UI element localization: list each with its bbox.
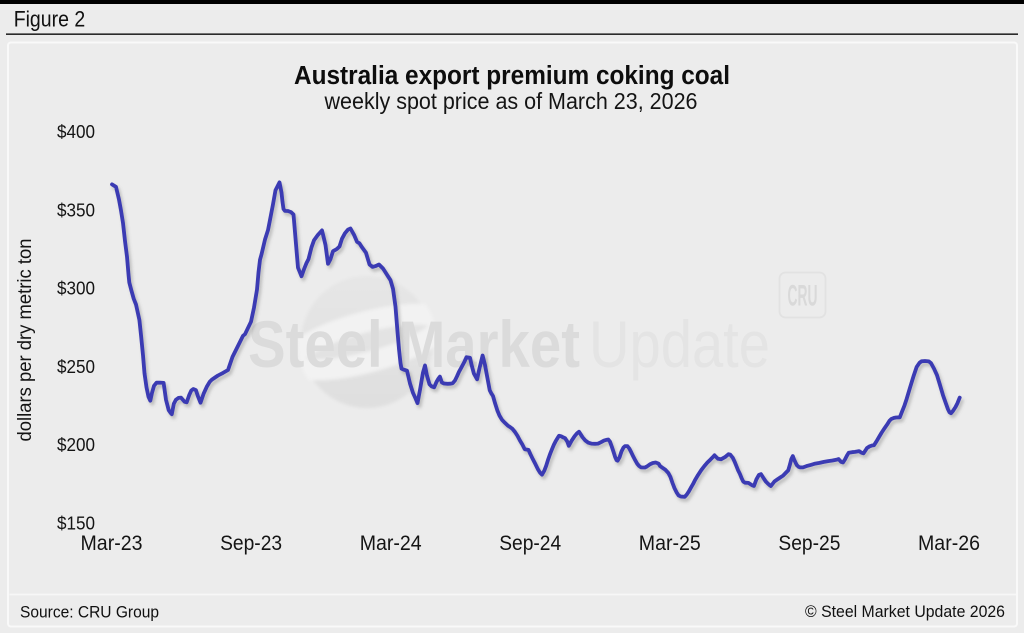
svg-text:$400: $400 [57, 121, 95, 142]
svg-text:© Steel Market Update 2026: © Steel Market Update 2026 [805, 603, 1005, 621]
svg-text:dollars per dry metric ton: dollars per dry metric ton [15, 239, 36, 442]
svg-text:Source: CRU Group: Source: CRU Group [20, 604, 159, 622]
svg-text:$150: $150 [57, 512, 95, 533]
svg-text:$300: $300 [57, 278, 95, 299]
svg-text:Mar-24: Mar-24 [360, 531, 422, 555]
svg-text:$350: $350 [57, 199, 95, 220]
svg-text:Figure 2: Figure 2 [14, 7, 86, 32]
svg-text:$250: $250 [57, 356, 95, 377]
svg-text:Update: Update [589, 307, 770, 381]
svg-text:Sep-25: Sep-25 [778, 531, 840, 555]
svg-text:$200: $200 [57, 434, 95, 455]
svg-text:weekly spot price as of March: weekly spot price as of March 23, 2026 [324, 88, 698, 114]
svg-text:Sep-23: Sep-23 [220, 531, 282, 555]
svg-text:Steel Market: Steel Market [248, 307, 580, 381]
svg-text:Mar-23: Mar-23 [81, 531, 143, 555]
svg-text:Mar-25: Mar-25 [639, 531, 701, 555]
svg-text:Australia export premium cokin: Australia export premium coking coal [294, 62, 730, 90]
svg-text:CRU: CRU [788, 280, 818, 313]
svg-text:Sep-24: Sep-24 [499, 531, 561, 555]
svg-text:Mar-26: Mar-26 [918, 531, 980, 555]
